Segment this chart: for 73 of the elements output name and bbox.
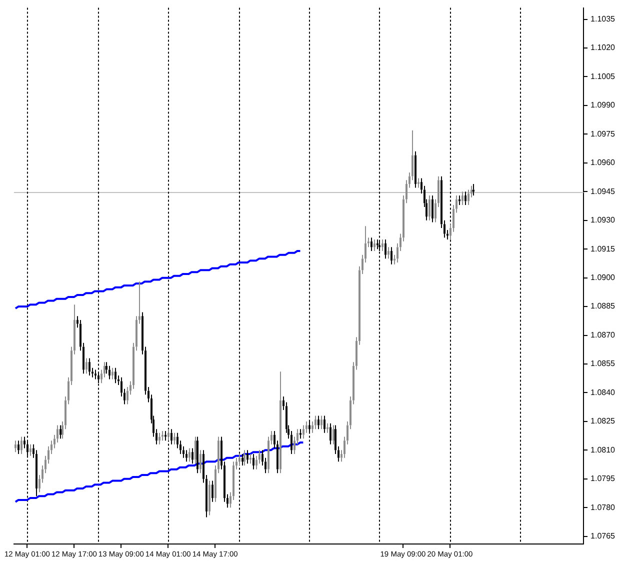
candlestick [212,480,214,502]
candlestick [388,246,390,260]
y-tick-label: 1.0810 [590,445,616,454]
candlestick [428,194,430,221]
candlestick [414,150,416,188]
y-tick-label: 1.0780 [590,502,616,512]
y-tick-label: 1.0825 [590,416,616,426]
candlestick [326,422,328,434]
y-tick-label: 1.0840 [590,388,616,397]
candlestick [168,428,170,442]
y-tick-label: 1.0900 [590,273,616,282]
candlestick [86,358,88,374]
candlestick [472,183,474,196]
y-tick-label: 1.0960 [590,158,616,168]
candlestick [418,178,420,188]
y-tick-label: 1.0870 [590,330,616,340]
candlestick [318,415,320,430]
y-tick-label: 1.0945 [590,186,616,196]
candlestick [20,436,22,454]
candlestick [320,415,322,430]
candlestick [158,432,160,445]
candlestick [432,194,434,223]
candlestick [188,448,190,462]
candlestick [238,453,240,466]
candlestick [196,436,198,474]
y-tick-label: 1.0795 [590,474,616,484]
candlestick [302,424,304,440]
candlestick [186,450,188,462]
candlestick [194,436,196,464]
candlestick [244,450,246,466]
candlestick [192,448,194,464]
candlestick [330,422,332,445]
candlestick [114,367,116,384]
candlestick [200,450,202,474]
candlestick [370,237,372,252]
candlestick [174,432,176,445]
candlestick [208,480,210,516]
y-tick-label: 1.1020 [590,43,616,52]
candlestick [252,453,254,470]
candlestick [246,450,248,464]
candlestick [14,440,16,453]
candlestick [464,191,466,206]
candlestick [30,444,32,456]
candlestick [108,365,110,380]
y-tick-label: 1.1005 [590,72,616,81]
candlestick [162,430,164,442]
y-tick-label: 1.0930 [590,216,616,225]
y-tick-label: 1.0915 [590,244,616,254]
candlestick [462,191,464,206]
y-tick-label: 1.0990 [590,100,616,110]
y-tick-label: 1.0855 [590,359,616,368]
candlestick [300,428,302,440]
candlestick [60,424,62,440]
candlestick [314,415,316,430]
candlestick [374,239,376,252]
candlestick [18,440,20,454]
candlestick [170,428,172,445]
candlestick [468,189,470,206]
y-tick-label: 1.0765 [590,532,616,541]
y-tick-label: 1.0975 [590,129,616,138]
candlestick [164,430,166,442]
candlestick [384,239,386,260]
candlestick [94,369,96,380]
y-tick-label: 1.1035 [590,14,616,24]
candlestick [390,246,392,265]
candlestick [280,371,282,474]
candlestick [88,358,90,376]
candlestick [332,424,334,445]
y-tick-label: 1.0885 [590,302,616,311]
candlestick [324,415,326,434]
candlestick [382,239,384,252]
candlestick [112,367,114,380]
candlestick [242,453,244,466]
